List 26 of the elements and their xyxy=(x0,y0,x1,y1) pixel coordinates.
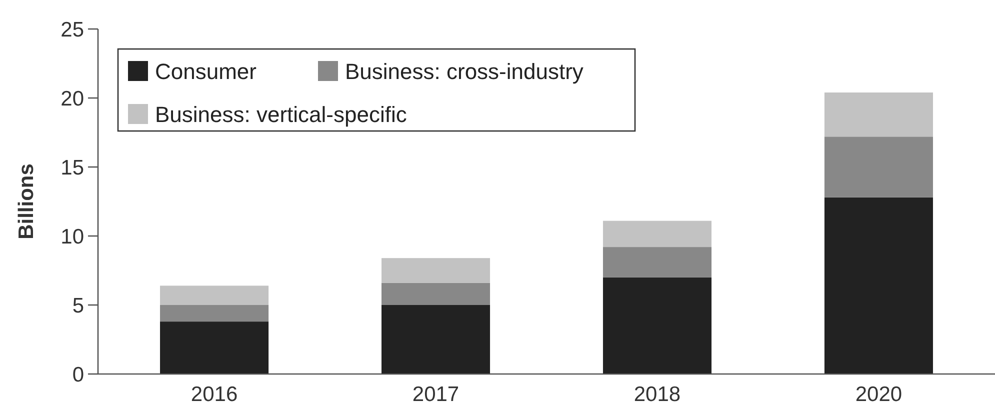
legend-label: Business: cross-industry xyxy=(345,59,584,84)
y-axis-title: Billions xyxy=(15,164,38,240)
y-tick-label: 20 xyxy=(60,87,84,110)
y-tick-label: 25 xyxy=(60,18,84,42)
legend-label: Business: vertical-specific xyxy=(155,102,407,127)
bar xyxy=(160,305,269,322)
bar xyxy=(602,247,712,278)
bar xyxy=(824,136,933,198)
bar xyxy=(381,282,490,305)
bar xyxy=(602,220,712,248)
x-tick-label: 2016 xyxy=(190,383,238,406)
bar xyxy=(602,277,712,374)
bar xyxy=(824,197,933,374)
bar xyxy=(381,305,490,374)
y-tick-label: 15 xyxy=(60,156,84,180)
bar xyxy=(381,258,490,283)
y-tick-label: 5 xyxy=(72,294,84,318)
x-tick-label: 2018 xyxy=(634,383,681,406)
y-tick-label: 10 xyxy=(60,225,84,248)
x-tick-label: 2020 xyxy=(855,383,902,406)
bar xyxy=(824,92,933,137)
bar xyxy=(160,322,269,374)
bar xyxy=(160,286,269,305)
legend-label: Consumer xyxy=(155,59,256,84)
x-tick-label: 2017 xyxy=(412,383,460,406)
y-tick-label: 0 xyxy=(72,363,84,386)
